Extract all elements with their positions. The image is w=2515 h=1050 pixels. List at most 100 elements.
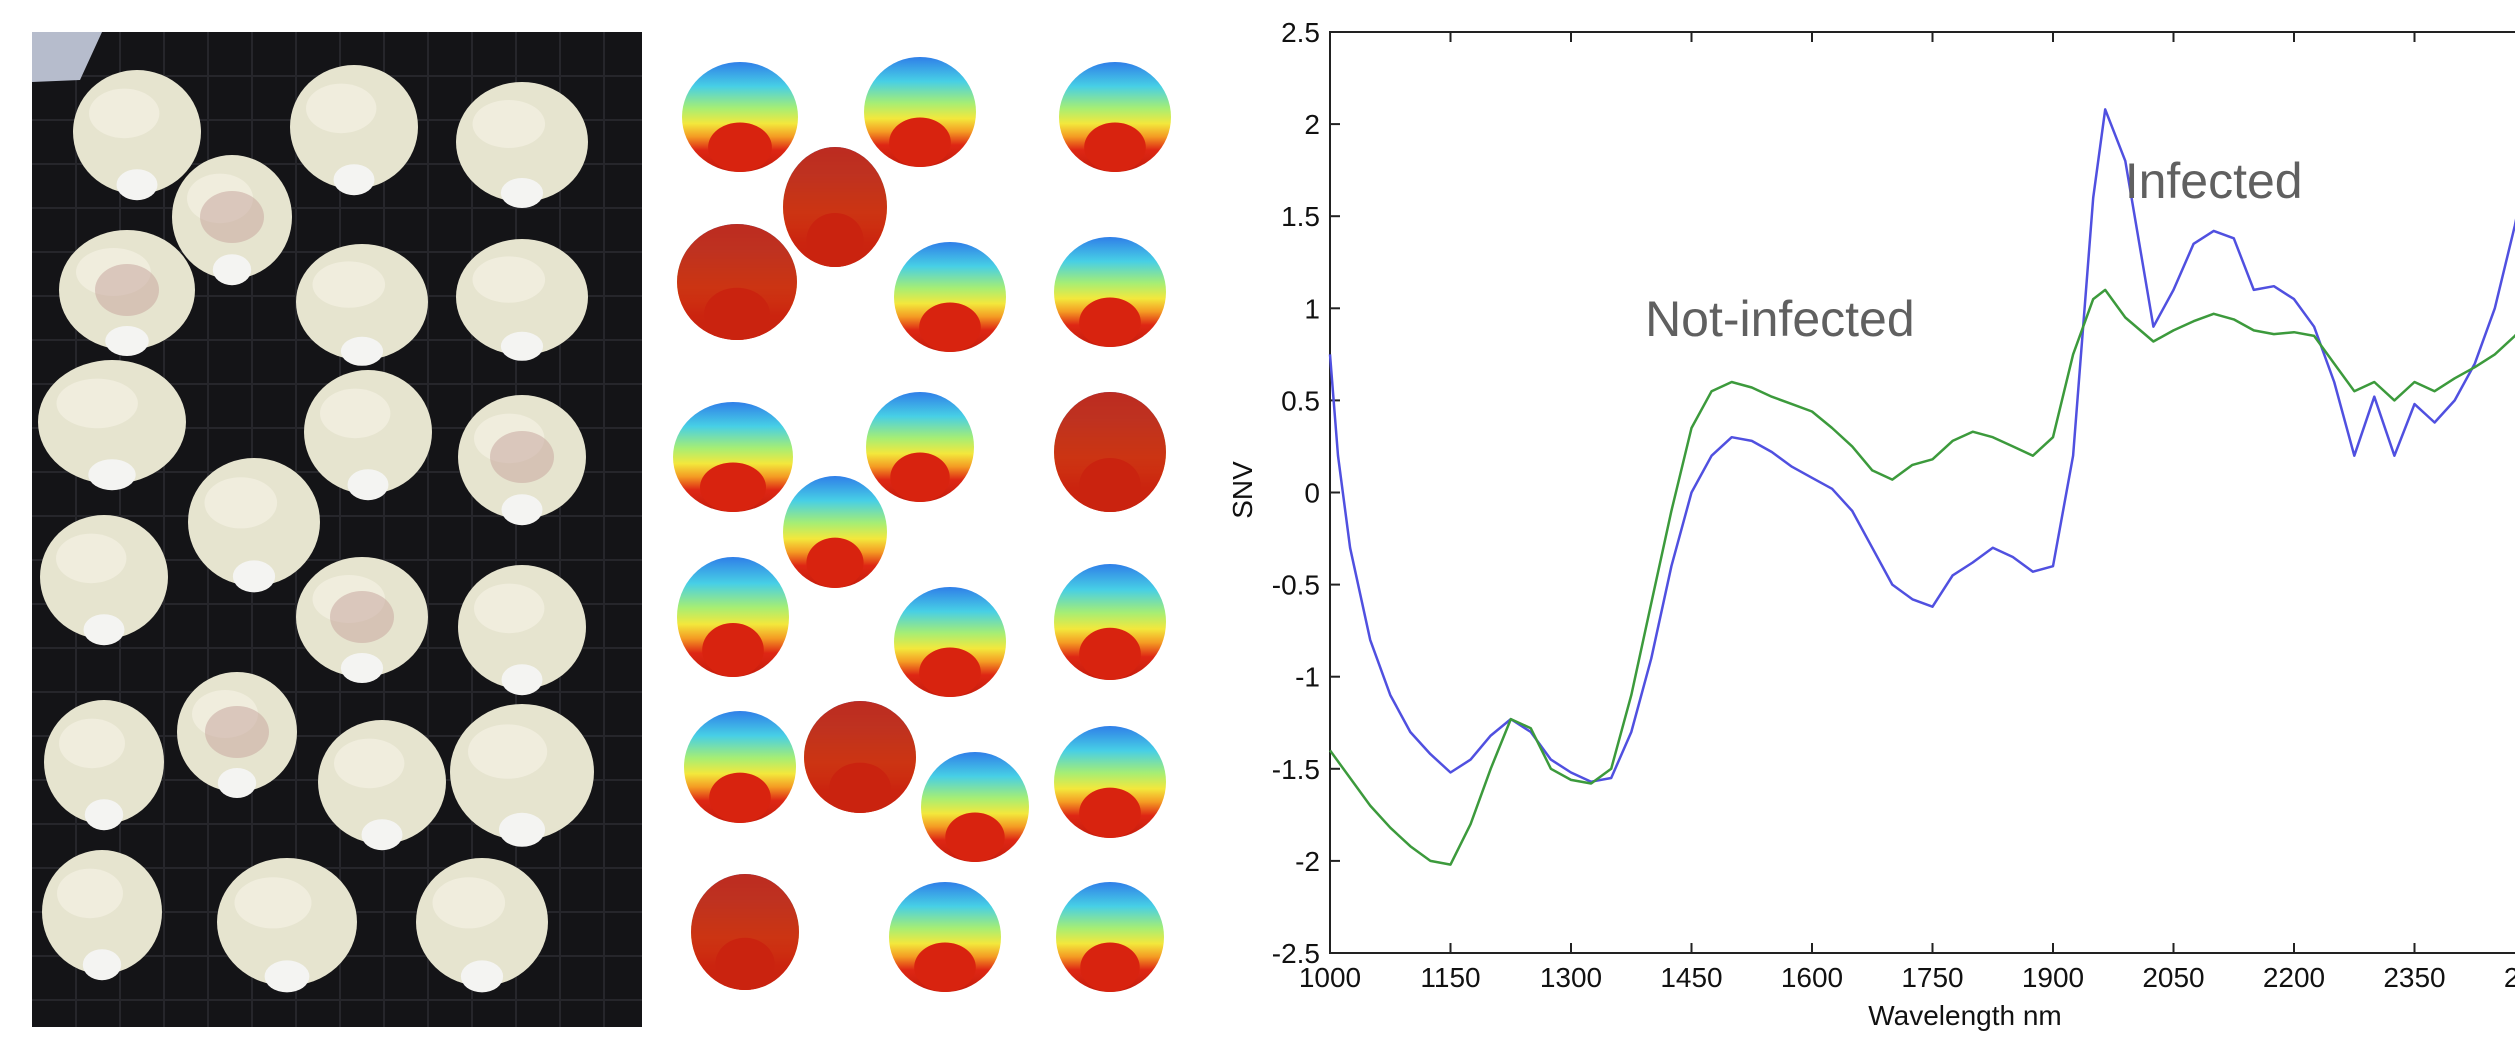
kernel-tip [340, 653, 384, 683]
kernel-discoloration [205, 706, 269, 758]
kernel-tip [347, 469, 389, 501]
x-tick-label: 2350 [2383, 962, 2445, 993]
kernel-highlight [89, 88, 160, 139]
chart-annotations: Infected Not-infected [1645, 153, 2303, 347]
heatmap-germ [945, 812, 1005, 862]
heatmap-germ [702, 623, 764, 677]
kernel-tip [501, 664, 543, 696]
kernel-highlight [320, 388, 391, 439]
heatmap-germ [919, 302, 981, 352]
y-tick-label: -0.5 [1272, 570, 1320, 601]
kernel-discoloration [490, 431, 554, 483]
y-tick-label: 1 [1304, 293, 1320, 324]
kernel-tip [82, 949, 122, 981]
kernel-tip [217, 768, 257, 798]
x-tick-label: 1000 [1299, 962, 1361, 993]
kernel-discoloration [95, 264, 159, 316]
kernel-tip [212, 254, 252, 286]
x-tick-label: 1450 [1660, 962, 1722, 993]
annotation-label-2: Not-infected [1645, 291, 1915, 347]
kernel-highlight [472, 256, 546, 303]
y-tick-label: 2.5 [1281, 17, 1320, 48]
y-tick-label: -1.5 [1272, 754, 1320, 785]
plot-frame [1329, 31, 2515, 954]
chart-axes [1329, 31, 2515, 954]
kernel-highlight [204, 477, 278, 529]
heatmap-infected-overlay [677, 224, 797, 340]
heatmap-germ [708, 122, 772, 172]
kernel-discoloration [330, 591, 394, 643]
heatmap-infected-overlay [804, 701, 916, 813]
kernel-tip [500, 331, 544, 361]
x-tick-label: 1900 [2022, 962, 2084, 993]
kernel-highlight [56, 378, 138, 429]
heatmap-infected-overlay [1054, 392, 1166, 512]
kernel-tip [105, 326, 149, 356]
kernel-tip [232, 560, 276, 593]
calibration-tab [32, 32, 102, 82]
heatmap-infected-overlay [783, 147, 887, 267]
kernel-highlight [432, 877, 506, 929]
kernel-tip [500, 178, 544, 208]
x-axis-label: Wavelength nm [1868, 1000, 2062, 1031]
x-tick-label: 1600 [1781, 962, 1843, 993]
kernel-tip [498, 812, 546, 847]
kernel-tip [116, 169, 158, 201]
kernel-highlight [57, 868, 123, 919]
y-axis-label: SNV [1227, 461, 1258, 519]
kernel-tip [361, 819, 403, 851]
x-tick-label: 2500 [2504, 962, 2515, 993]
heatmap-infected-overlay [691, 874, 799, 990]
spectra-chart: 1000 1150 1300 1450 1600 1750 1900 2050 2200 2350… [1200, 0, 2515, 1045]
kernel-tip [460, 960, 504, 993]
y-tick-label: -2 [1295, 846, 1320, 877]
x-tick-label: 1750 [1901, 962, 1963, 993]
y-tick-label: -1 [1295, 662, 1320, 693]
y-tick-label: 2 [1304, 109, 1320, 140]
kernel-tip [333, 164, 375, 196]
kernel-tip [264, 960, 310, 993]
kernel-highlight [312, 261, 386, 308]
heatmap-germ [914, 942, 976, 992]
annotation-label-1: Infected [2125, 153, 2303, 209]
kernel-heatmap [673, 57, 1171, 992]
chart-series [1328, 108, 2515, 866]
kernel-tip [501, 494, 543, 526]
kernel-highlight [334, 738, 405, 789]
kernel-tip [340, 336, 384, 366]
series-line-1 [1328, 108, 2515, 783]
kernel-highlight [56, 533, 127, 584]
x-tick-label: 2050 [2142, 962, 2204, 993]
kernel-tip [84, 799, 124, 831]
heatmap-germ [889, 117, 951, 167]
heatmap-germ [1084, 122, 1146, 172]
kernel-heatmap-panel [665, 32, 1185, 1027]
kernel-discoloration [200, 191, 264, 243]
kernel-highlight [468, 724, 548, 779]
kernel-highlight [472, 100, 546, 148]
kernel-highlight [306, 83, 377, 134]
heatmap-germ [700, 462, 766, 512]
kernel-highlight [474, 583, 545, 634]
chart-ticks: 1000 1150 1300 1450 1600 1750 1900 2050 2200 2350… [1272, 17, 2515, 993]
kernel-highlight [59, 718, 125, 769]
y-tick-label: 1.5 [1281, 201, 1320, 232]
y-tick-label: -2.5 [1272, 938, 1320, 969]
y-tick-label: 0.5 [1281, 385, 1320, 416]
kernel-photo-panel [32, 32, 642, 1027]
heatmap-germ [709, 772, 771, 823]
spectra-chart-svg: 1000 1150 1300 1450 1600 1750 1900 2050 2200 2350… [1227, 17, 2515, 1031]
kernel-tip [83, 614, 125, 646]
heatmap-germ [806, 537, 864, 588]
kernel-tip [88, 459, 136, 491]
series-line-2 [1328, 288, 2515, 866]
y-tick-label: 0 [1304, 478, 1320, 509]
x-tick-label: 1300 [1540, 962, 1602, 993]
heatmap-germ [1079, 787, 1141, 838]
x-tick-label: 2200 [2263, 962, 2325, 993]
heatmap-germ [1080, 942, 1140, 992]
heatmap-germ [919, 647, 981, 697]
heatmap-germ [1079, 627, 1141, 681]
heatmap-germ [890, 452, 950, 502]
kernel-photo [32, 32, 642, 1027]
